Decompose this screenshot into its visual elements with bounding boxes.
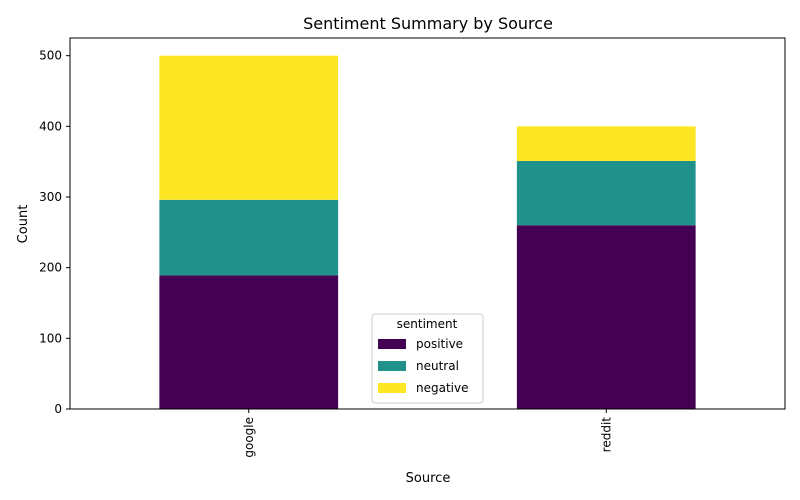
y-tick-label: 500: [39, 49, 62, 63]
bar-google-negative: [159, 55, 339, 200]
y-tick-label: 0: [54, 402, 62, 416]
x-axis: google reddit: [242, 409, 613, 458]
x-tick-label-google: google: [242, 417, 256, 458]
bar-reddit-negative: [516, 126, 696, 161]
legend-swatch-positive: [378, 339, 406, 349]
y-axis-label: Count: [16, 205, 31, 244]
bar-google-neutral: [159, 199, 339, 276]
y-tick-label: 400: [39, 119, 62, 133]
bar-google-positive: [159, 275, 339, 409]
y-tick-label: 300: [39, 190, 62, 204]
legend-label-negative: negative: [416, 381, 468, 395]
y-tick-label: 200: [39, 261, 62, 275]
x-axis-label: Source: [406, 471, 451, 486]
chart-title: Sentiment Summary by Source: [303, 14, 553, 33]
legend-label-positive: positive: [416, 337, 463, 351]
legend-swatch-neutral: [378, 361, 406, 371]
bars-layer: [159, 55, 696, 409]
plot-area-frame: [69, 37, 786, 410]
legend: sentiment positive neutral negative: [371, 313, 484, 404]
bar-reddit-positive: [516, 225, 696, 409]
legend-items: positive neutral negative: [378, 337, 468, 395]
legend-title: sentiment: [397, 317, 458, 331]
y-axis: 0 100 200 300 400 500: [39, 49, 70, 416]
bar-reddit-neutral: [516, 160, 696, 226]
x-tick-label-reddit: reddit: [599, 417, 613, 453]
legend-swatch-negative: [378, 383, 406, 393]
y-tick-label: 100: [39, 331, 62, 345]
legend-label-neutral: neutral: [416, 359, 459, 373]
legend-box: [371, 313, 484, 404]
